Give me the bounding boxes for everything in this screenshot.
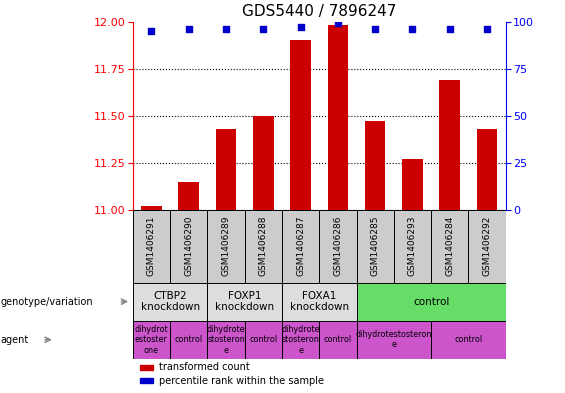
Bar <box>468 210 506 283</box>
Text: CTBP2
knockdown: CTBP2 knockdown <box>141 291 199 312</box>
Bar <box>207 283 282 321</box>
Bar <box>440 80 460 210</box>
Bar <box>133 210 170 283</box>
Point <box>445 26 454 32</box>
Text: agent: agent <box>1 335 29 345</box>
Point <box>333 20 342 27</box>
Bar <box>431 321 506 359</box>
Text: GSM1406291: GSM1406291 <box>147 216 156 276</box>
Bar <box>245 210 282 283</box>
Text: GSM1406284: GSM1406284 <box>445 216 454 276</box>
Bar <box>477 129 497 210</box>
Text: dihydrote
stosteron
e: dihydrote stosteron e <box>281 325 320 354</box>
Bar <box>207 210 245 283</box>
Text: dihydrot
estoster
one: dihydrot estoster one <box>134 325 168 354</box>
Text: genotype/variation: genotype/variation <box>1 297 93 307</box>
Point <box>371 26 380 32</box>
Bar <box>179 182 199 210</box>
Bar <box>133 321 170 359</box>
Bar <box>357 321 431 359</box>
Bar <box>133 283 207 321</box>
Text: percentile rank within the sample: percentile rank within the sample <box>159 376 324 386</box>
Bar <box>431 210 468 283</box>
Bar <box>319 321 357 359</box>
Text: FOXA1
knockdown: FOXA1 knockdown <box>290 291 349 312</box>
Text: control: control <box>175 335 203 344</box>
Bar <box>357 210 394 283</box>
Bar <box>207 321 245 359</box>
Text: dihydrote
stosteron
e: dihydrote stosteron e <box>207 325 245 354</box>
Point <box>259 26 268 32</box>
Text: FOXP1
knockdown: FOXP1 knockdown <box>215 291 274 312</box>
Text: control: control <box>413 297 449 307</box>
Text: GSM1406289: GSM1406289 <box>221 216 231 276</box>
Point <box>147 28 156 34</box>
Text: GSM1406292: GSM1406292 <box>483 216 492 276</box>
Bar <box>328 26 348 210</box>
Text: control: control <box>249 335 277 344</box>
Bar <box>357 283 506 321</box>
Bar <box>140 378 153 383</box>
Point <box>408 26 417 32</box>
Bar <box>245 321 282 359</box>
Text: GSM1406290: GSM1406290 <box>184 216 193 276</box>
Bar <box>290 40 311 210</box>
Text: dihydrotestosteron
e: dihydrotestosteron e <box>355 330 432 349</box>
Point <box>221 26 231 32</box>
Text: GSM1406293: GSM1406293 <box>408 216 417 276</box>
Bar <box>253 116 273 210</box>
Bar <box>282 283 357 321</box>
Text: GSM1406287: GSM1406287 <box>296 216 305 276</box>
Bar <box>365 121 385 210</box>
Bar <box>140 365 153 370</box>
Bar <box>216 129 236 210</box>
Bar <box>282 210 319 283</box>
Text: GSM1406288: GSM1406288 <box>259 216 268 276</box>
Text: control: control <box>454 335 483 344</box>
Point <box>483 26 492 32</box>
Bar <box>170 321 207 359</box>
Bar <box>394 210 431 283</box>
Bar <box>170 210 207 283</box>
Point <box>296 24 305 30</box>
Bar <box>402 159 423 210</box>
Bar <box>282 321 319 359</box>
Text: GSM1406286: GSM1406286 <box>333 216 342 276</box>
Bar <box>141 206 162 210</box>
Bar <box>319 210 357 283</box>
Point <box>184 26 193 32</box>
Text: control: control <box>324 335 352 344</box>
Text: GSM1406285: GSM1406285 <box>371 216 380 276</box>
Text: transformed count: transformed count <box>159 362 250 372</box>
Title: GDS5440 / 7896247: GDS5440 / 7896247 <box>242 4 397 19</box>
